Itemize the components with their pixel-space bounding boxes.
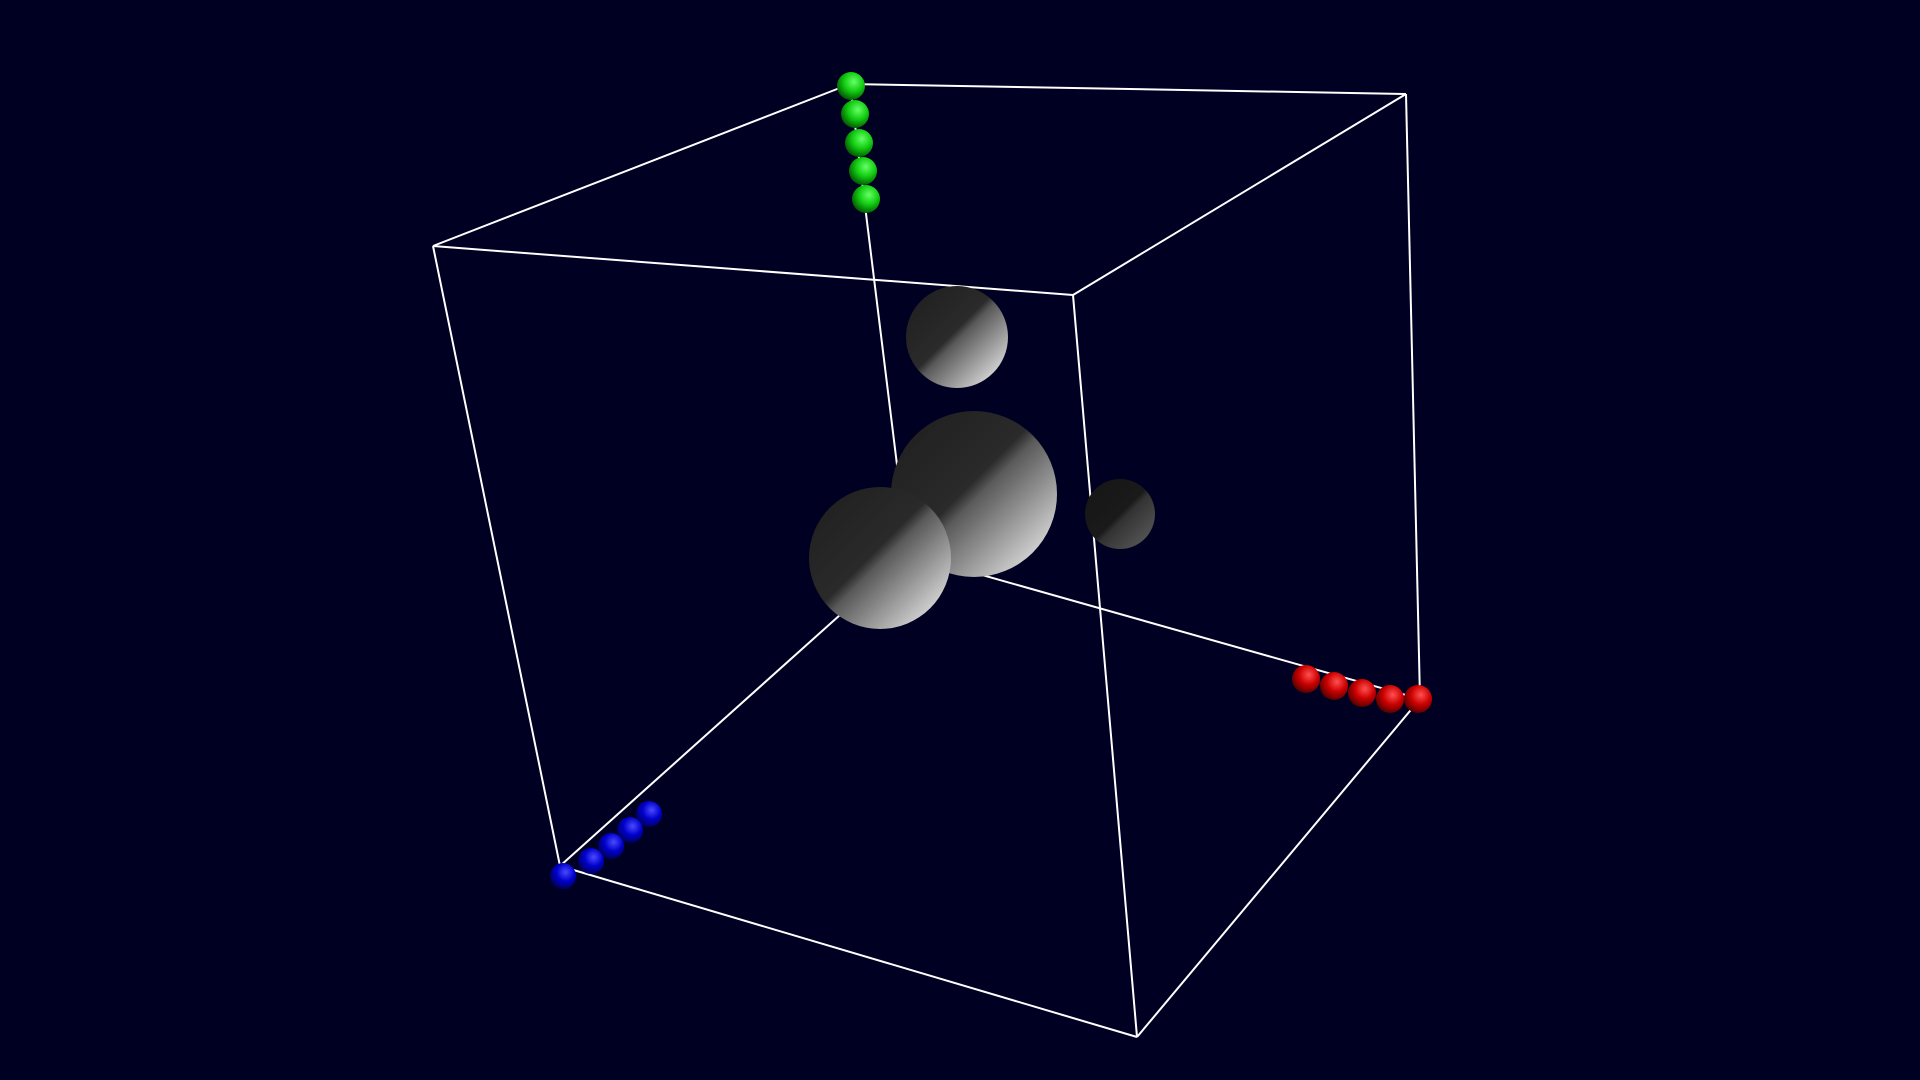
box-edge: [849, 83, 1407, 95]
box-edge: [432, 245, 561, 867]
z-axis-marker[interactable]: [617, 817, 643, 843]
z-axis-marker[interactable]: [598, 833, 624, 859]
central-spheres: [809, 286, 1155, 629]
box-edge: [1136, 698, 1421, 1038]
z-axis-marker[interactable]: [636, 801, 662, 827]
box-edge: [1072, 294, 1138, 1038]
sphere-right-small[interactable]: [1085, 479, 1155, 549]
box-edge: [559, 865, 1138, 1038]
sphere-upper[interactable]: [906, 286, 1008, 388]
box-edge: [432, 83, 851, 247]
x-axis-marker[interactable]: [1376, 685, 1404, 713]
y-axis-marker[interactable]: [852, 185, 880, 213]
x-axis-marker[interactable]: [1320, 672, 1348, 700]
y-axis-marker[interactable]: [837, 72, 865, 100]
y-axis-marker[interactable]: [841, 100, 869, 128]
z-axis-marker[interactable]: [550, 863, 576, 889]
y-axis-markers: [837, 72, 880, 213]
x-axis-markers: [1292, 665, 1432, 713]
z-axis-markers: [550, 801, 662, 889]
y-axis-marker[interactable]: [845, 129, 873, 157]
x-axis-marker[interactable]: [1348, 679, 1376, 707]
sphere-front-left[interactable]: [809, 487, 951, 629]
box-edge: [432, 245, 1074, 296]
y-axis-marker[interactable]: [849, 157, 877, 185]
box-edge: [1405, 93, 1421, 700]
x-axis-marker[interactable]: [1404, 685, 1432, 713]
box-edge: [1072, 93, 1407, 296]
x-axis-marker[interactable]: [1292, 665, 1320, 693]
z-axis-marker[interactable]: [578, 848, 604, 874]
